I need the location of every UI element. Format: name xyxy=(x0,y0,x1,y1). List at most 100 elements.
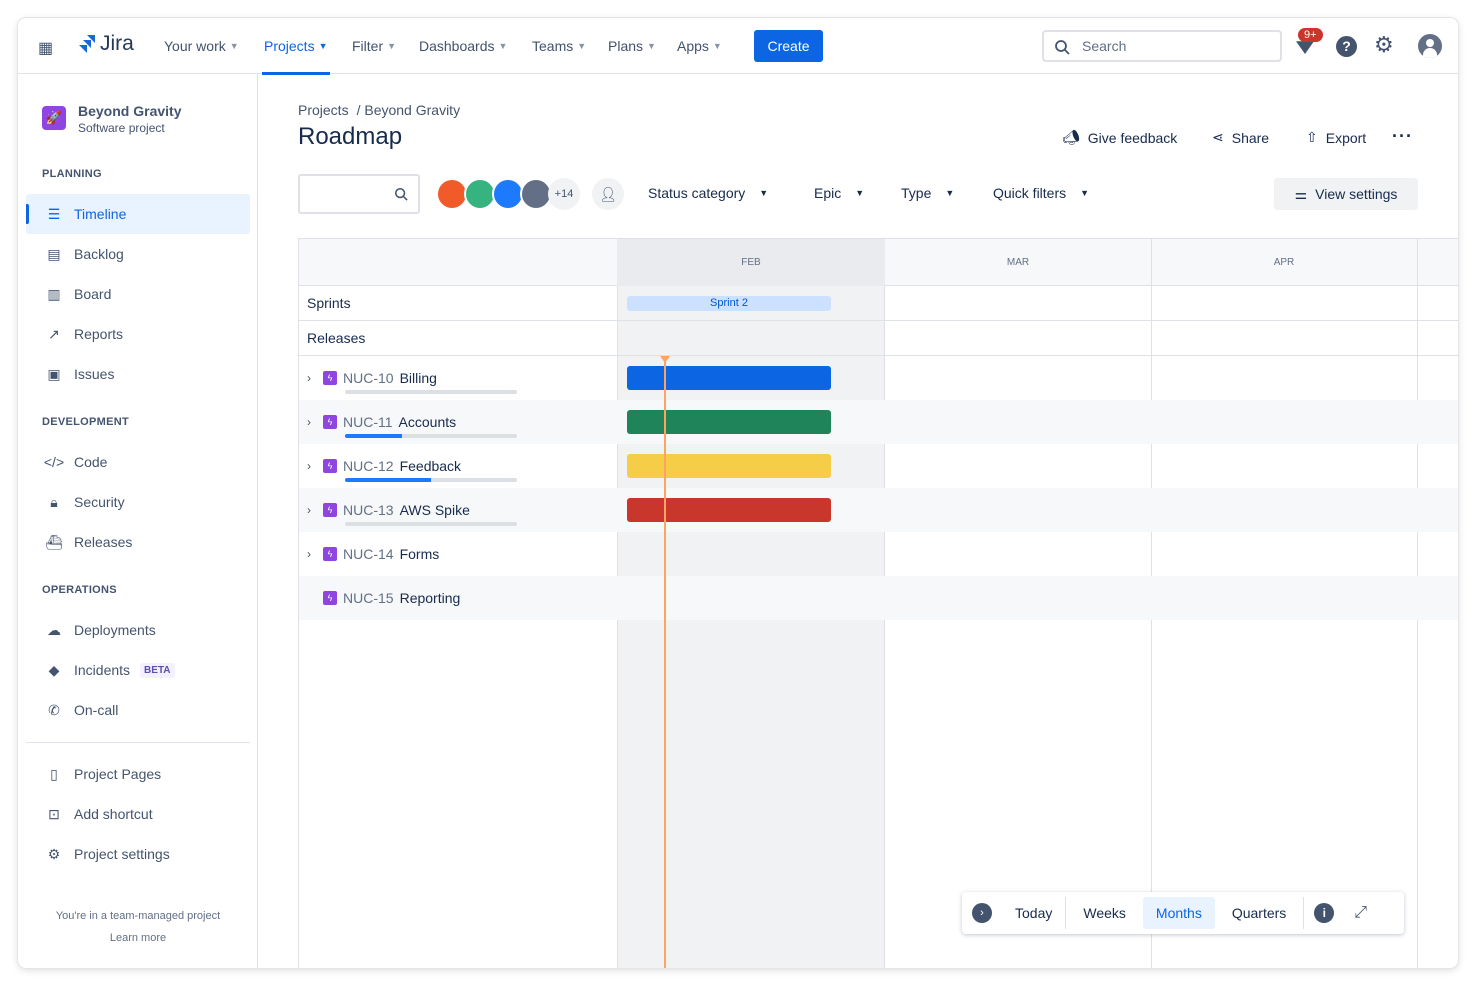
more-actions-icon[interactable]: ··· xyxy=(1392,126,1413,146)
sidebar-divider xyxy=(26,742,250,743)
expand-chevron-icon[interactable]: › xyxy=(307,371,311,385)
sidebar-item-add-shortcut[interactable]: ⊡ Add shortcut xyxy=(26,794,250,834)
view-settings-button[interactable]: ⚌ View settings xyxy=(1274,178,1418,210)
filter-status-category[interactable]: Status category ▼ xyxy=(648,185,769,201)
epic-lightning-icon: ϟ xyxy=(323,503,337,517)
expand-chevron-icon[interactable]: › xyxy=(307,459,311,473)
epic-name[interactable]: Accounts xyxy=(398,414,457,430)
epic-progress-bar xyxy=(345,390,517,394)
today-marker xyxy=(664,356,666,968)
add-people-icon[interactable]: 👤︎ xyxy=(592,178,624,210)
sidebar-item-code[interactable]: </> Code xyxy=(43,454,108,470)
epic-key: NUC-12 xyxy=(343,458,394,474)
nav-dashboards[interactable]: Dashboards ▼ xyxy=(419,38,508,54)
filter-epic[interactable]: Epic ▼ xyxy=(814,185,865,201)
add-shortcut-icon: ⊡ xyxy=(48,805,60,822)
create-button[interactable]: Create xyxy=(754,30,823,62)
expand-chevron-icon[interactable]: › xyxy=(307,503,311,517)
epic-row[interactable]: › ϟ NUC-14 Forms xyxy=(299,532,1458,576)
epic-lightning-icon: ϟ xyxy=(323,371,337,385)
nav-filter[interactable]: Filter ▼ xyxy=(352,38,397,54)
search-icon xyxy=(394,187,408,201)
sidebar-item-security[interactable]: 🔒︎ Security xyxy=(26,482,250,522)
epic-row[interactable]: ϟ NUC-15 Reporting xyxy=(299,576,1458,620)
info-icon[interactable]: i xyxy=(1304,897,1344,929)
chevron-down-icon: ▼ xyxy=(318,41,328,51)
expand-chevron-icon[interactable]: › xyxy=(307,415,311,429)
page-icon: ▯ xyxy=(50,765,58,782)
nav-teams[interactable]: Teams ▼ xyxy=(532,38,587,54)
epic-timeline-bar[interactable] xyxy=(627,498,831,522)
roadmap-search-input[interactable] xyxy=(298,174,420,214)
scroll-to-today-icon[interactable]: › xyxy=(962,897,1002,929)
nav-your-work[interactable]: Your work ▼ xyxy=(164,38,239,54)
chevron-down-icon: ▼ xyxy=(712,41,722,51)
epic-row[interactable]: › ϟ NUC-11 Accounts xyxy=(299,400,1458,444)
more-avatars[interactable]: +14 xyxy=(548,178,580,210)
expand-chevron-icon[interactable]: › xyxy=(307,547,311,561)
epic-timeline-bar[interactable] xyxy=(627,366,831,390)
sidebar-item-backlog[interactable]: ▤ Backlog xyxy=(26,234,250,274)
avatar[interactable] xyxy=(464,178,496,210)
sidebar-item-reports[interactable]: ↗ Reports xyxy=(26,314,250,354)
epic-timeline-bar[interactable] xyxy=(627,454,831,478)
search-input[interactable]: Search xyxy=(1042,30,1282,62)
nav-projects[interactable]: Projects ▼ xyxy=(262,18,329,75)
notifications-badge: 9+ xyxy=(1298,28,1323,42)
profile-avatar[interactable] xyxy=(1418,34,1442,58)
jira-logo[interactable]: Jira xyxy=(78,32,134,56)
epic-progress-bar xyxy=(345,478,517,482)
sidebar-item-issues[interactable]: ▣ Issues xyxy=(26,354,250,394)
breadcrumb-projects[interactable]: Projects xyxy=(298,102,349,118)
fullscreen-expand-icon[interactable]: ⤢ xyxy=(1354,904,1368,921)
epic-name[interactable]: Reporting xyxy=(399,590,461,606)
share-button[interactable]: ⋖ Share xyxy=(1212,129,1270,146)
search-icon xyxy=(1055,40,1070,55)
sidebar-item-on-call[interactable]: ✆ On-call xyxy=(26,690,250,730)
sidebar-item-releases[interactable]: ⛴ Releases xyxy=(45,533,133,551)
breadcrumb-project[interactable]: / Beyond Gravity xyxy=(356,102,461,118)
export-button[interactable]: ⇧ Export xyxy=(1306,129,1367,146)
epic-key: NUC-11 xyxy=(343,414,393,430)
epic-name[interactable]: AWS Spike xyxy=(399,502,470,518)
give-feedback-button[interactable]: 📣︎ Give feedback xyxy=(1062,129,1178,146)
weeks-option[interactable]: Weeks xyxy=(1083,905,1126,921)
epic-name[interactable]: Forms xyxy=(399,546,440,562)
sprints-row: Sprints Sprint 2 xyxy=(299,286,1458,321)
month-feb: FEB xyxy=(741,257,761,268)
sidebar-item-project-settings[interactable]: ⚙ Project settings xyxy=(26,834,250,874)
app-switcher-icon[interactable]: ▦ xyxy=(38,40,54,57)
epic-key: NUC-14 xyxy=(343,546,394,562)
months-option[interactable]: Months xyxy=(1142,897,1215,929)
filter-type[interactable]: Type ▼ xyxy=(901,185,955,201)
epic-name[interactable]: Feedback xyxy=(399,458,462,474)
epic-row[interactable]: › ϟ NUC-10 Billing xyxy=(299,356,1458,400)
top-navigation: ▦ Jira Your work ▼ Projects ▼ Filter ▼ Dash… xyxy=(18,18,1458,75)
sidebar-item-deployments[interactable]: ☁ Deployments xyxy=(26,610,250,650)
project-avatar-rocket-icon: 🚀 xyxy=(42,106,66,130)
sidebar-item-board[interactable]: ▥ Board xyxy=(26,274,250,314)
epic-timeline-bar[interactable] xyxy=(627,410,831,434)
nav-plans[interactable]: Plans ▼ xyxy=(608,38,656,54)
nav-apps[interactable]: Apps ▼ xyxy=(677,38,722,54)
epic-progress-bar xyxy=(345,522,517,526)
filter-quick-filters[interactable]: Quick filters ▼ xyxy=(993,185,1090,201)
today-button[interactable]: Today xyxy=(1015,905,1053,921)
sidebar-item-incidents[interactable]: ◆ Incidents BETA xyxy=(26,650,250,690)
sidebar-item-timeline[interactable]: ☰ Timeline xyxy=(26,194,250,234)
epic-name[interactable]: Billing xyxy=(399,370,437,386)
quarters-option[interactable]: Quarters xyxy=(1231,905,1287,921)
epic-key: NUC-13 xyxy=(343,502,394,518)
jira-icon xyxy=(79,35,95,53)
sidebar-item-project-pages[interactable]: ▯ Project Pages xyxy=(26,754,250,794)
phone-icon: ✆ xyxy=(48,701,60,718)
help-icon[interactable]: ? xyxy=(1336,36,1357,57)
epic-row[interactable]: › ϟ NUC-12 Feedback xyxy=(299,444,1458,488)
epic-label: › ϟ NUC-11 Accounts xyxy=(307,400,456,444)
settings-gear-icon[interactable]: ⚙ xyxy=(1374,32,1394,57)
sprint-bar[interactable]: Sprint 2 xyxy=(627,296,831,311)
epic-row[interactable]: › ϟ NUC-13 AWS Spike xyxy=(299,488,1458,532)
learn-more-link[interactable]: Learn more xyxy=(109,932,167,944)
month-mar: MAR xyxy=(1006,257,1030,268)
epic-label: › ϟ NUC-14 Forms xyxy=(307,532,439,576)
